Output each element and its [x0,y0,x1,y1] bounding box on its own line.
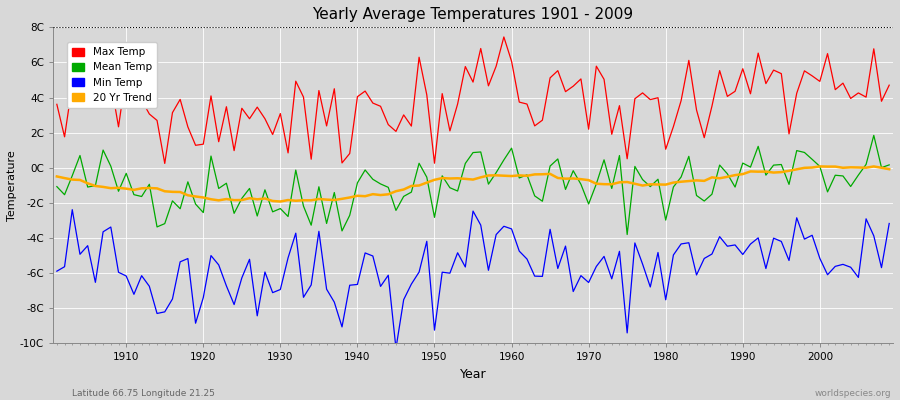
Y-axis label: Temperature: Temperature [7,150,17,221]
X-axis label: Year: Year [460,368,486,381]
Legend: Max Temp, Mean Temp, Min Temp, 20 Yr Trend: Max Temp, Mean Temp, Min Temp, 20 Yr Tre… [67,42,157,108]
Title: Yearly Average Temperatures 1901 - 2009: Yearly Average Temperatures 1901 - 2009 [312,7,634,22]
Text: worldspecies.org: worldspecies.org [814,389,891,398]
Text: Latitude 66.75 Longitude 21.25: Latitude 66.75 Longitude 21.25 [72,389,215,398]
